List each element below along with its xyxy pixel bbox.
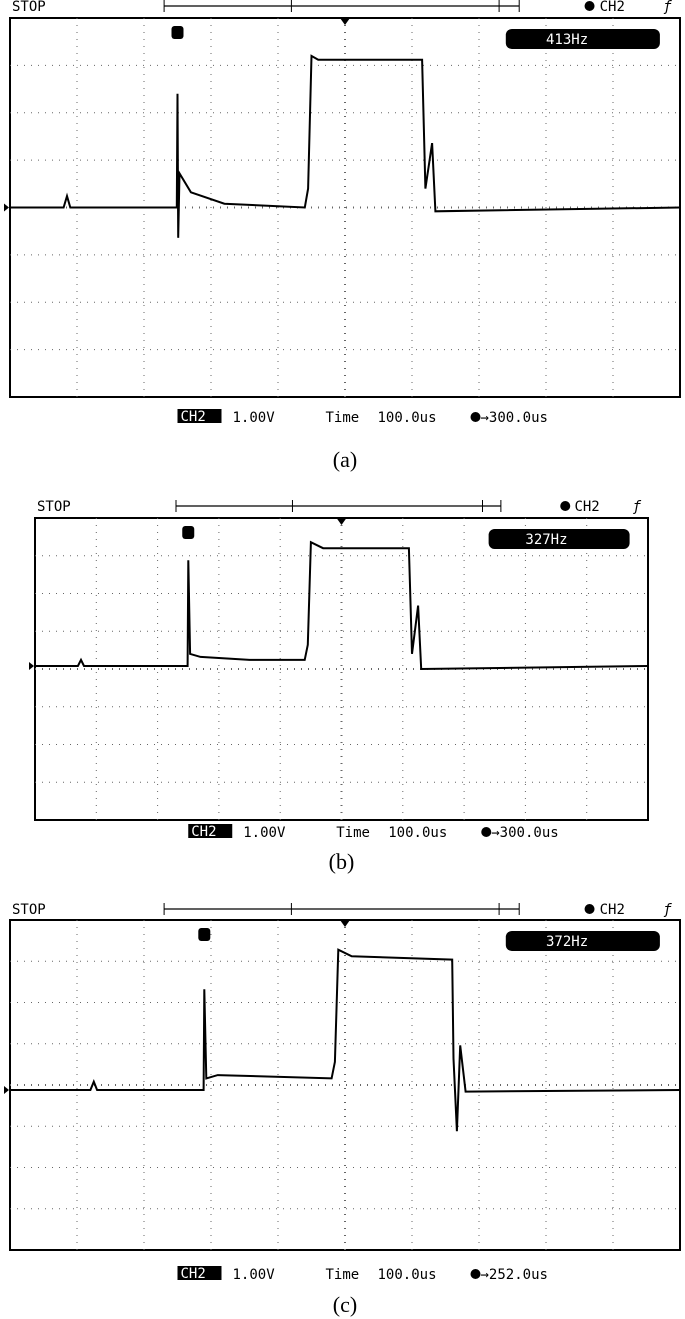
time-div: 100.0us <box>388 825 447 841</box>
volts: 1.00V <box>233 1267 276 1283</box>
channel-badge <box>188 824 233 838</box>
status: STOP <box>37 499 71 515</box>
channel: CH2 <box>600 902 625 918</box>
trigger-marker <box>182 526 195 539</box>
scope-panel: STOP CH2 ƒ 372Hz CH2 1.00V Time 100.0us →252.0us… <box>4 902 681 1317</box>
waveform <box>35 540 649 671</box>
trigger-icon <box>470 412 481 422</box>
volts: 1.00V <box>243 825 286 841</box>
status: STOP <box>12 0 46 15</box>
trigger-icon <box>584 1 595 11</box>
time-label: Time <box>326 1267 360 1283</box>
waveform <box>10 948 681 1132</box>
channel-badge-text: CH2 <box>181 409 206 425</box>
screen <box>9 919 681 1251</box>
volts: 1.00V <box>233 410 276 426</box>
time-div: 100.0us <box>378 410 437 426</box>
caption: (b) <box>329 849 355 874</box>
channel-badge-text: CH2 <box>181 1266 206 1282</box>
time-label: Time <box>326 410 360 426</box>
caption: (c) <box>333 1292 357 1317</box>
channel-badge <box>177 409 222 423</box>
slope-icon: ƒ <box>633 499 642 515</box>
level-marker <box>4 203 9 212</box>
time-div: 100.0us <box>378 1267 437 1283</box>
trigger-marker <box>198 928 211 941</box>
trigger-offset: →300.0us <box>491 825 558 841</box>
level-marker <box>29 661 34 670</box>
frequency-badge <box>488 529 630 549</box>
slope-icon: ƒ <box>663 902 672 918</box>
screen <box>34 517 649 821</box>
channel-badge-text: CH2 <box>191 824 216 840</box>
center-marker <box>336 518 347 525</box>
waveform <box>10 54 681 238</box>
center-marker <box>340 920 350 927</box>
trigger-offset: →300.0us <box>481 410 548 426</box>
caption: (a) <box>333 447 357 472</box>
slope-icon: ƒ <box>663 0 672 15</box>
time-label: Time <box>336 825 370 841</box>
frequency-badge <box>505 931 660 951</box>
trigger-icon <box>481 827 492 837</box>
frequency-badge <box>505 29 660 49</box>
scope-panel: STOP CH2 ƒ 327Hz CH2 1.00V Time 100.0us →300.0us… <box>29 499 649 874</box>
channel: CH2 <box>600 0 625 15</box>
status: STOP <box>12 902 46 918</box>
trigger-marker <box>171 26 184 39</box>
channel: CH2 <box>574 499 599 515</box>
frequency: 372Hz <box>546 934 588 950</box>
frequency: 413Hz <box>546 32 588 48</box>
center-marker <box>340 18 350 25</box>
trigger-offset: →252.0us <box>481 1267 548 1283</box>
trigger-icon <box>470 1269 481 1279</box>
frequency: 327Hz <box>525 532 567 548</box>
trigger-icon <box>584 904 595 914</box>
trigger-icon <box>560 501 571 511</box>
channel-badge <box>177 1266 222 1280</box>
level-marker <box>4 1085 9 1094</box>
scope-panel: STOP CH2 ƒ 413Hz CH2 1.00V Time 100.0us →300.0us… <box>4 0 681 472</box>
